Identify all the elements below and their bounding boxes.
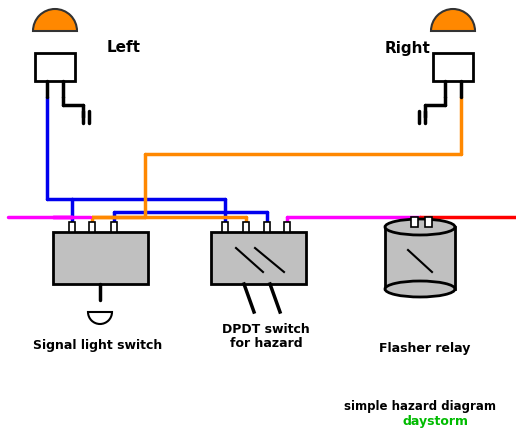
Bar: [284, 223, 290, 233]
Bar: [425, 217, 431, 227]
Bar: [69, 223, 75, 233]
Text: simple hazard diagram: simple hazard diagram: [344, 399, 496, 412]
Bar: [111, 223, 117, 233]
Bar: [53, 233, 148, 284]
Ellipse shape: [385, 220, 455, 236]
Bar: [222, 223, 228, 233]
Bar: [89, 223, 95, 233]
Text: Left: Left: [107, 40, 141, 56]
Text: for hazard: for hazard: [230, 336, 302, 349]
Bar: [433, 54, 473, 82]
Wedge shape: [431, 10, 475, 32]
Text: Right: Right: [385, 40, 431, 56]
Text: Flasher relay: Flasher relay: [379, 341, 471, 354]
Wedge shape: [88, 312, 112, 324]
Bar: [385, 227, 455, 289]
Wedge shape: [33, 10, 77, 32]
Bar: [35, 54, 75, 82]
Bar: [411, 217, 417, 227]
Text: Signal light switch: Signal light switch: [34, 338, 163, 351]
Ellipse shape: [385, 281, 455, 297]
Bar: [211, 233, 305, 284]
Bar: [264, 223, 270, 233]
Text: DPDT switch: DPDT switch: [222, 322, 310, 335]
Text: daystorm: daystorm: [402, 414, 468, 427]
Bar: [243, 223, 249, 233]
